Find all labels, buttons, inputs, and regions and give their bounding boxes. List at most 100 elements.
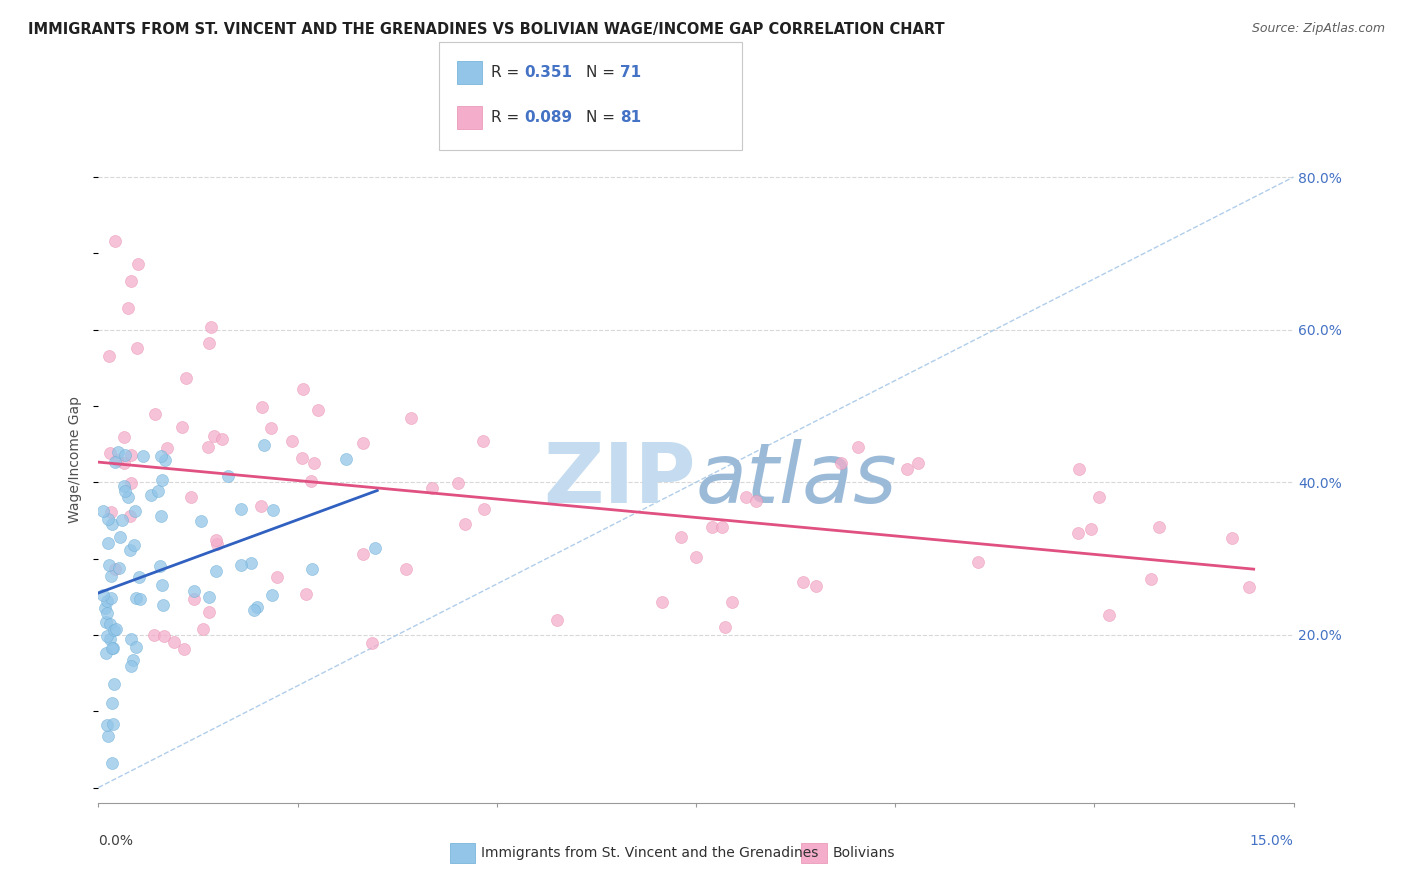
Point xyxy=(1067,526,1090,541)
Point xyxy=(198,336,221,351)
Text: Immigrants from St. Vincent and the Grenadines: Immigrants from St. Vincent and the Gren… xyxy=(481,846,818,860)
Point xyxy=(281,434,304,448)
Point xyxy=(127,256,149,270)
Text: 71: 71 xyxy=(620,65,641,80)
Point xyxy=(100,517,122,532)
Point xyxy=(127,342,149,356)
Point xyxy=(302,456,325,470)
Point xyxy=(120,274,142,288)
Point xyxy=(96,606,118,620)
Point xyxy=(104,562,127,576)
Point xyxy=(1080,523,1102,537)
Point xyxy=(122,538,145,552)
Point xyxy=(101,756,124,770)
Point xyxy=(100,591,122,605)
Point xyxy=(246,600,269,615)
Point xyxy=(260,421,283,435)
Point xyxy=(447,476,470,491)
Point xyxy=(205,565,228,579)
Point xyxy=(149,449,172,463)
Point xyxy=(454,516,477,531)
Text: ZIP: ZIP xyxy=(544,440,696,521)
Point xyxy=(399,410,422,425)
Point xyxy=(1237,580,1260,594)
Point xyxy=(197,440,219,454)
Point xyxy=(150,578,173,592)
Point xyxy=(1098,608,1121,623)
Point xyxy=(229,502,252,516)
Point xyxy=(173,642,195,657)
Point xyxy=(262,503,284,517)
Point xyxy=(1088,490,1111,504)
Point xyxy=(91,588,114,602)
Point xyxy=(211,432,233,446)
Point xyxy=(710,520,733,534)
Point xyxy=(250,400,273,414)
Point xyxy=(145,407,167,421)
Point xyxy=(266,570,288,584)
Point xyxy=(1139,573,1161,587)
Point xyxy=(98,616,121,631)
Point xyxy=(200,320,222,334)
Point xyxy=(846,440,869,454)
Point xyxy=(183,592,205,607)
Point xyxy=(198,605,221,619)
Point xyxy=(183,583,205,598)
Point xyxy=(148,558,170,573)
Point xyxy=(118,543,141,558)
Point xyxy=(129,591,152,606)
Point xyxy=(103,677,125,691)
Point xyxy=(108,530,131,544)
Point xyxy=(114,449,136,463)
Point xyxy=(1147,520,1170,534)
Point xyxy=(204,533,226,548)
Point xyxy=(197,590,219,604)
Text: 0.089: 0.089 xyxy=(524,110,572,125)
Point xyxy=(107,445,129,459)
Point xyxy=(143,628,166,642)
Y-axis label: Wage/Income Gap: Wage/Income Gap xyxy=(69,396,83,523)
Point xyxy=(97,729,120,743)
Point xyxy=(96,629,118,643)
Point xyxy=(1220,532,1243,546)
Point xyxy=(174,371,197,385)
Point xyxy=(98,558,121,573)
Point xyxy=(207,536,229,550)
Point xyxy=(100,569,122,583)
Point xyxy=(291,450,314,465)
Point xyxy=(395,562,418,576)
Point xyxy=(97,512,120,526)
Point xyxy=(364,541,387,556)
Point xyxy=(141,488,163,502)
Point xyxy=(301,474,323,488)
Point xyxy=(120,448,142,462)
Point xyxy=(163,635,186,649)
Text: 15.0%: 15.0% xyxy=(1250,834,1294,848)
Point xyxy=(122,653,145,667)
Point xyxy=(180,490,202,504)
Point xyxy=(98,446,121,460)
Point xyxy=(93,600,115,615)
Point xyxy=(96,594,118,608)
Point xyxy=(546,613,568,627)
Point xyxy=(472,434,495,448)
Text: R =: R = xyxy=(491,65,524,80)
Point xyxy=(301,562,323,576)
Point xyxy=(149,508,172,523)
Point xyxy=(148,483,170,498)
Point xyxy=(260,588,283,602)
Point xyxy=(125,591,148,606)
Text: R =: R = xyxy=(491,110,524,125)
Point xyxy=(94,615,117,629)
Point xyxy=(352,547,374,561)
Point xyxy=(117,491,139,505)
Point xyxy=(152,598,174,612)
Point xyxy=(100,640,122,655)
Point xyxy=(907,456,929,470)
Point xyxy=(170,420,193,434)
Text: atlas: atlas xyxy=(696,440,897,521)
Point xyxy=(111,513,134,527)
Point xyxy=(101,717,124,731)
Point xyxy=(103,234,125,248)
Point xyxy=(190,514,212,528)
